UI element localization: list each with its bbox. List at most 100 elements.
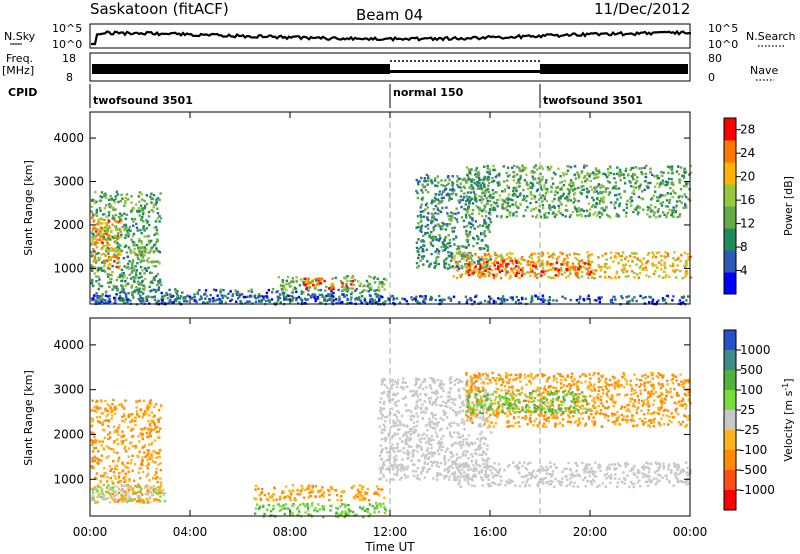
- data-cell: [449, 265, 453, 269]
- data-cell: [498, 182, 501, 185]
- data-cell: [613, 186, 616, 189]
- data-cell: [442, 435, 445, 438]
- data-cell: [426, 190, 430, 194]
- data-cell: [467, 178, 470, 181]
- data-cell: [446, 395, 450, 398]
- data-cell: [90, 431, 93, 434]
- data-cell: [579, 191, 582, 194]
- data-cell: [410, 296, 413, 299]
- data-cell: [532, 171, 536, 174]
- data-cell: [634, 186, 638, 189]
- freq-bar-segment-2: [540, 64, 688, 74]
- data-cell: [468, 233, 471, 236]
- data-cell: [435, 256, 438, 259]
- data-cell: [305, 282, 308, 285]
- data-cell: [96, 233, 99, 236]
- data-cell: [146, 467, 149, 470]
- data-cell: [288, 496, 291, 499]
- data-cell: [156, 207, 159, 210]
- data-cell: [143, 426, 147, 430]
- data-cell: [477, 184, 480, 188]
- data-cell: [380, 379, 384, 382]
- data-cell: [465, 238, 468, 241]
- data-cell: [515, 205, 519, 208]
- data-cell: [456, 474, 460, 478]
- data-cell: [600, 199, 603, 202]
- data-cell: [155, 246, 158, 250]
- data-cell: [283, 298, 286, 301]
- data-cell: [304, 302, 307, 305]
- data-cell: [645, 261, 649, 264]
- data-cell: [486, 177, 489, 180]
- data-cell: [122, 496, 125, 500]
- data-cell: [618, 204, 621, 208]
- data-cell: [343, 505, 347, 508]
- data-cell: [543, 186, 546, 190]
- data-cell: [480, 270, 484, 274]
- data-cell: [136, 229, 139, 232]
- data-cell: [114, 247, 117, 250]
- data-cell: [517, 266, 520, 269]
- data-cell: [602, 172, 605, 175]
- data-cell: [644, 180, 647, 183]
- data-cell: [239, 300, 242, 303]
- data-cell: [281, 281, 284, 284]
- data-cell: [589, 270, 593, 273]
- data-cell: [118, 296, 122, 300]
- data-cell: [307, 293, 310, 296]
- data-cell: [474, 264, 478, 267]
- data-cell: [526, 183, 529, 187]
- data-cell: [128, 273, 131, 276]
- data-cell: [149, 435, 152, 438]
- data-cell: [419, 220, 423, 223]
- data-cell: [143, 250, 147, 253]
- data-cell: [138, 276, 141, 279]
- freq-label-line1: Freq.: [6, 52, 33, 65]
- data-cell: [124, 450, 128, 453]
- data-cell: [393, 432, 397, 435]
- data-cell: [364, 491, 367, 494]
- data-cell: [91, 253, 94, 256]
- data-cell: [519, 268, 523, 271]
- data-cell: [216, 294, 219, 297]
- data-cell: [338, 295, 341, 298]
- data-cell: [139, 500, 142, 504]
- data-cell: [400, 440, 404, 443]
- data-cell: [455, 466, 458, 469]
- data-cell: [458, 201, 461, 204]
- data-cell: [149, 249, 153, 252]
- data-cell: [103, 218, 106, 222]
- data-cell: [483, 233, 486, 236]
- data-cell: [90, 282, 94, 285]
- data-cell: [124, 417, 128, 421]
- data-cell: [470, 263, 474, 266]
- data-cell: [346, 288, 349, 292]
- data-cell: [609, 216, 612, 219]
- data-cell: [580, 171, 583, 175]
- data-cell: [193, 296, 196, 299]
- data-cell: [437, 442, 440, 445]
- data-cell: [434, 204, 438, 208]
- data-cell: [442, 190, 446, 193]
- data-cell: [481, 266, 485, 270]
- data-cell: [443, 265, 446, 268]
- data-cell: [568, 253, 571, 256]
- data-cell: [569, 199, 572, 202]
- data-cell: [533, 271, 536, 275]
- data-cell: [219, 288, 222, 291]
- data-cell: [150, 453, 153, 456]
- data-cell: [140, 242, 144, 245]
- data-cell: [315, 279, 318, 282]
- data-cell: [130, 284, 134, 287]
- data-cell: [487, 464, 490, 468]
- data-cell: [443, 474, 447, 478]
- data-cell: [106, 409, 109, 413]
- data-cell: [97, 257, 101, 260]
- data-cell: [636, 213, 640, 216]
- data-cell: [553, 206, 557, 209]
- data-cell: [486, 171, 489, 174]
- data-cell: [129, 499, 132, 502]
- data-cell: [497, 297, 500, 300]
- data-cell: [135, 400, 138, 403]
